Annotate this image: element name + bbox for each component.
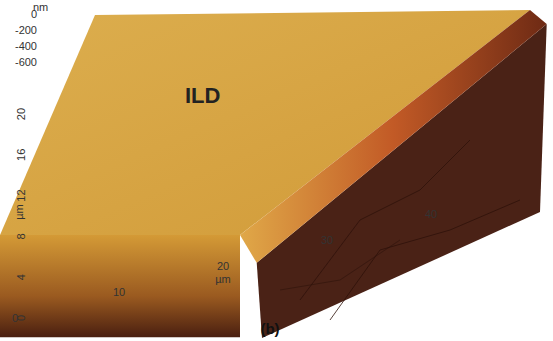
svg-text:nm: nm xyxy=(33,1,49,13)
svg-text:30: 30 xyxy=(321,234,333,246)
svg-text:20: 20 xyxy=(217,260,229,272)
svg-text:0: 0 xyxy=(31,8,37,20)
svg-text:4: 4 xyxy=(15,274,27,280)
svg-text:10: 10 xyxy=(113,286,125,298)
svg-text:-400: -400 xyxy=(15,40,37,52)
svg-text:8: 8 xyxy=(15,233,27,239)
svg-text:40: 40 xyxy=(425,208,437,220)
svg-text:0: 0 xyxy=(12,312,18,324)
svg-text:ILD: ILD xyxy=(185,83,220,108)
svg-text:(b): (b) xyxy=(260,320,279,337)
svg-text:0: 0 xyxy=(15,314,27,322)
svg-text:µm: µm xyxy=(215,273,231,285)
svg-text:12: 12 xyxy=(15,189,27,201)
svg-text:16: 16 xyxy=(15,149,27,161)
svg-text:-200: -200 xyxy=(15,24,37,36)
svg-text:20: 20 xyxy=(15,108,27,120)
svg-text:-600: -600 xyxy=(15,56,37,68)
svg-text:µm: µm xyxy=(13,204,25,220)
